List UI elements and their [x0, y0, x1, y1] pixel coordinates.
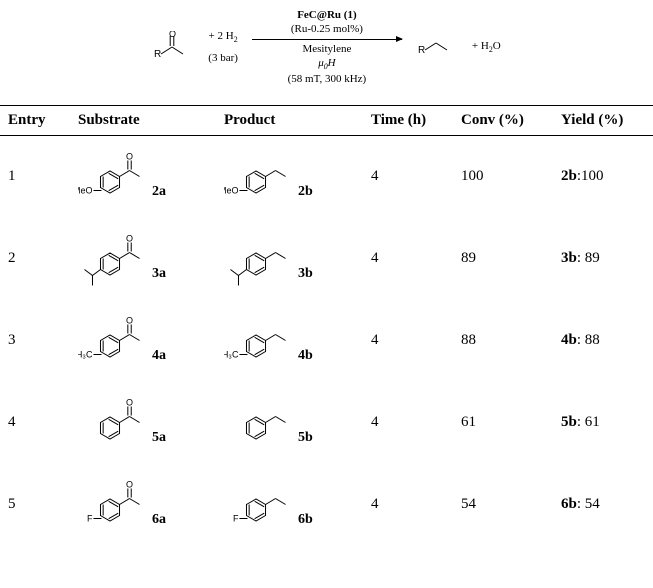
- product-cell: 5b: [216, 382, 363, 464]
- table-row: 2 O 3a 3b 4 89 3b: 89: [0, 218, 653, 300]
- conv-cell: 89: [453, 218, 553, 300]
- catalyst-line1: FeC@Ru (1): [297, 8, 356, 22]
- h2-text: + 2 H: [209, 30, 234, 42]
- entry-cell: 1: [0, 135, 70, 218]
- substrate-cell: OF 6a: [70, 464, 216, 546]
- table-row: 1 OMeO 2a MeO 2b 4 100 2b:100: [0, 135, 653, 218]
- substrate-cell: O 3a: [70, 218, 216, 300]
- reactant-ketone: R O: [152, 31, 194, 63]
- time-cell: 4: [363, 218, 453, 300]
- table-row: 4 O 5a 5b 4 61 5b: 61: [0, 382, 653, 464]
- svg-text:R: R: [418, 45, 425, 56]
- header-product: Product: [216, 105, 363, 135]
- product-cell: 3b: [216, 218, 363, 300]
- reagent-h2-block: + 2 H2 (3 bar): [208, 29, 238, 66]
- time-cell: 4: [363, 135, 453, 218]
- r-label-left: R: [154, 49, 161, 60]
- entry-cell: 5: [0, 464, 70, 546]
- product-cell: F 6b: [216, 464, 363, 546]
- header-conv: Conv (%): [453, 105, 553, 135]
- conv-cell: 54: [453, 464, 553, 546]
- svg-text:MeO: MeO: [224, 185, 238, 195]
- field-text: μ0H: [318, 56, 335, 72]
- yield-cell: 5b: 61: [553, 382, 653, 464]
- table-row: 5 OF 6a F 6b 4 54 6b: 54: [0, 464, 653, 546]
- time-cell: 4: [363, 382, 453, 464]
- field-conditions: (58 mT, 300 kHz): [288, 72, 367, 86]
- substrate-cell: O 5a: [70, 382, 216, 464]
- header-entry: Entry: [0, 105, 70, 135]
- entry-cell: 2: [0, 218, 70, 300]
- yield-cell: 6b: 54: [553, 464, 653, 546]
- header-substrate: Substrate: [70, 105, 216, 135]
- h2-sub: 2: [234, 35, 238, 44]
- arrow-block: FeC@Ru (1) (Ru-0.25 mol%) Mesitylene μ0H…: [252, 8, 402, 87]
- results-table: Entry Substrate Product Time (h) Conv (%…: [0, 105, 653, 546]
- entry-cell: 3: [0, 300, 70, 382]
- svg-text:H₃C: H₃C: [78, 349, 93, 359]
- svg-text:O: O: [126, 233, 133, 243]
- svg-text:O: O: [126, 479, 133, 489]
- svg-text:O: O: [126, 397, 133, 407]
- substrate-cell: OMeO 2a: [70, 135, 216, 218]
- product-cell: H₃C 4b: [216, 300, 363, 382]
- conv-cell: 61: [453, 382, 553, 464]
- substrate-cell: OH₃C 4a: [70, 300, 216, 382]
- yield-cell: 4b: 88: [553, 300, 653, 382]
- byproduct-text: + H2O: [472, 40, 501, 54]
- header-time: Time (h): [363, 105, 453, 135]
- solvent-text: Mesitylene: [302, 42, 351, 56]
- product-cell: MeO 2b: [216, 135, 363, 218]
- svg-text:O: O: [126, 315, 133, 325]
- reaction-arrow: [252, 39, 402, 40]
- catalyst-line2: (Ru-0.25 mol%): [291, 22, 363, 36]
- pressure-text: (3 bar): [208, 51, 238, 65]
- svg-text:H₃C: H₃C: [224, 349, 239, 359]
- conv-cell: 100: [453, 135, 553, 218]
- header-yield: Yield (%): [553, 105, 653, 135]
- table-row: 3 OH₃C 4a H₃C 4b 4 88 4b: 88: [0, 300, 653, 382]
- svg-text:F: F: [87, 513, 93, 523]
- svg-text:MeO: MeO: [78, 185, 92, 195]
- conv-cell: 88: [453, 300, 553, 382]
- yield-cell: 2b:100: [553, 135, 653, 218]
- svg-text:F: F: [233, 513, 239, 523]
- svg-text:O: O: [126, 151, 133, 161]
- table-header-row: Entry Substrate Product Time (h) Conv (%…: [0, 105, 653, 135]
- time-cell: 4: [363, 464, 453, 546]
- yield-cell: 3b: 89: [553, 218, 653, 300]
- reaction-scheme: R O + 2 H2 (3 bar) FeC@Ru (1) (Ru-0.25 m…: [0, 0, 653, 105]
- product-alkane: R: [416, 31, 458, 63]
- time-cell: 4: [363, 300, 453, 382]
- svg-text:O: O: [169, 31, 176, 39]
- entry-cell: 4: [0, 382, 70, 464]
